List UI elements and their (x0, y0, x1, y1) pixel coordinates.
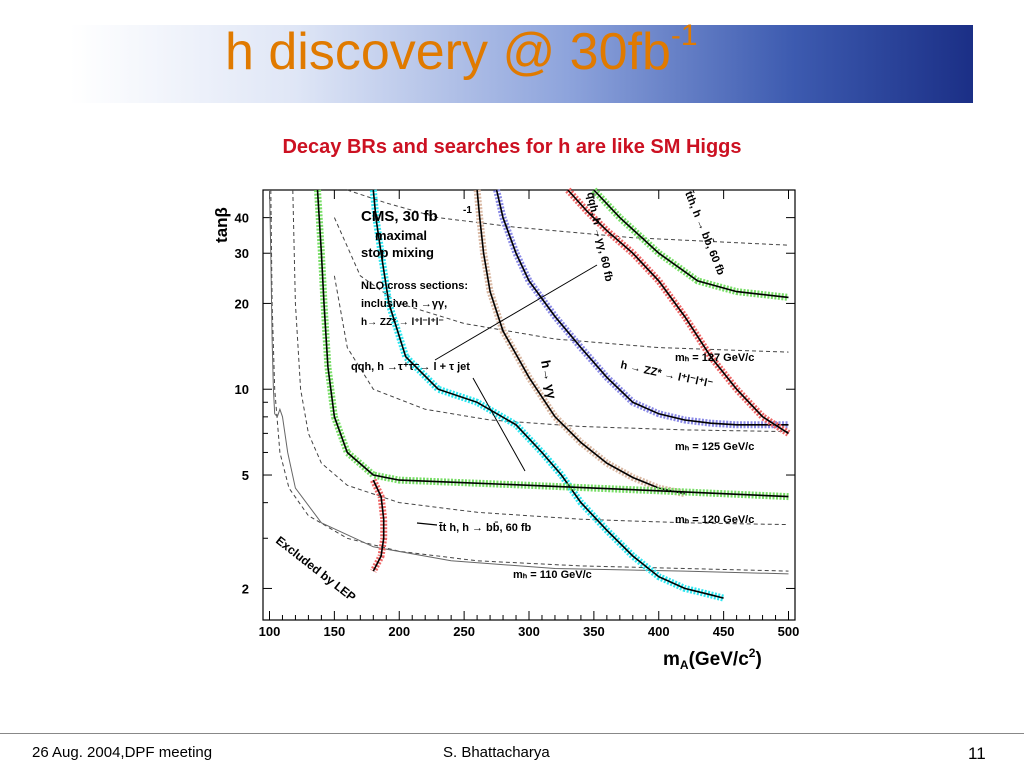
contour-line-6 (593, 189, 789, 299)
mh120-label: mₕ = 120 GeV/c (675, 514, 754, 526)
x-tick-label: 150 (324, 624, 346, 639)
slide-subtitle: Decay BRs and searches for h are like SM… (282, 136, 742, 158)
x-tick-label: 500 (778, 624, 800, 639)
contour-line-3 (567, 189, 789, 435)
qqh-tau-label: qqh, h →τ⁺τ⁻→ l + τ jet (351, 361, 470, 373)
annotation-arrow (434, 264, 598, 361)
mh-isomass-curve (292, 189, 789, 526)
slide-title-superscript: -1 (670, 18, 698, 52)
x-tick-label: 200 (388, 624, 410, 639)
mh-isomass-curve (333, 275, 789, 433)
contour-line-2 (476, 189, 685, 495)
y-axis-label: tanβ (212, 207, 231, 243)
footer-meeting: 26 Aug. 2004,DPF meeting (32, 744, 213, 761)
cms-label-sup: -1 (463, 205, 472, 216)
contour-line-0 (372, 189, 724, 599)
mh-isomass-curve (270, 189, 789, 572)
footer-author: S. Bhattacharya (443, 744, 550, 761)
x-axis-label: mA(GeV/c2) (663, 646, 762, 672)
lep-label: Excluded by LEP (273, 533, 358, 604)
mh110-label: mₕ = 110 GeV/c (513, 569, 592, 581)
x-tick-label: 350 (583, 624, 605, 639)
y-tick-label: 20 (235, 296, 249, 311)
x-tick-label: 100 (259, 624, 281, 639)
mh125-label: mₕ = 125 GeV/c (675, 441, 754, 453)
nlo-label: NLO cross sections: (361, 280, 468, 292)
mh127-label: mₕ = 127 GeV/c (675, 352, 754, 364)
contour-line-5 (316, 189, 789, 498)
page-number: 11 (968, 744, 986, 763)
y-tick-label: 2 (242, 581, 249, 596)
h-gg-label: h→ γγ (538, 359, 560, 401)
stop-mixing-label: stop mixing (361, 245, 434, 260)
title-bar (70, 25, 973, 103)
slide-title-text: h discovery @ 30fb (225, 23, 671, 81)
higgs-discovery-plot: 100 150 200 250 300 350 400 450 500 2 5 10 20 30 40 tan… (212, 187, 800, 672)
cms-label: CMS, 30 fb (361, 208, 438, 225)
x-tick-label: 250 (453, 624, 475, 639)
inclusive-label: inclusive h →γγ, (361, 298, 447, 310)
contour-line-1 (495, 189, 789, 426)
y-tick-label: 10 (235, 382, 249, 397)
slide-title: h discovery @ 30fb-1 (225, 18, 698, 82)
x-tick-label: 450 (713, 624, 735, 639)
x-tick-label: 300 (518, 624, 540, 639)
tth-bottom-label: t̄t h, h → bb̄, 60 fb (439, 522, 532, 534)
contour-line-4 (372, 479, 385, 572)
y-tick-label: 30 (235, 246, 249, 261)
x-tick-label: 400 (648, 624, 670, 639)
y-tick-label: 5 (242, 468, 249, 483)
annotation-arrow (472, 377, 526, 472)
zz-label: h→ ZZ* → l⁺l⁻l⁺l⁻ (361, 317, 444, 328)
tth-top-label: t̄th, h → bb̄, 60 fb (682, 189, 727, 277)
maximal-label: maximal (375, 228, 427, 243)
annotation-arrow (416, 522, 438, 526)
footer-divider (0, 733, 1024, 734)
lep-boundary (269, 189, 789, 575)
discovery-band-4 (370, 478, 388, 573)
mh-isomass-curve (333, 217, 789, 353)
y-tick-label: 40 (235, 211, 249, 226)
